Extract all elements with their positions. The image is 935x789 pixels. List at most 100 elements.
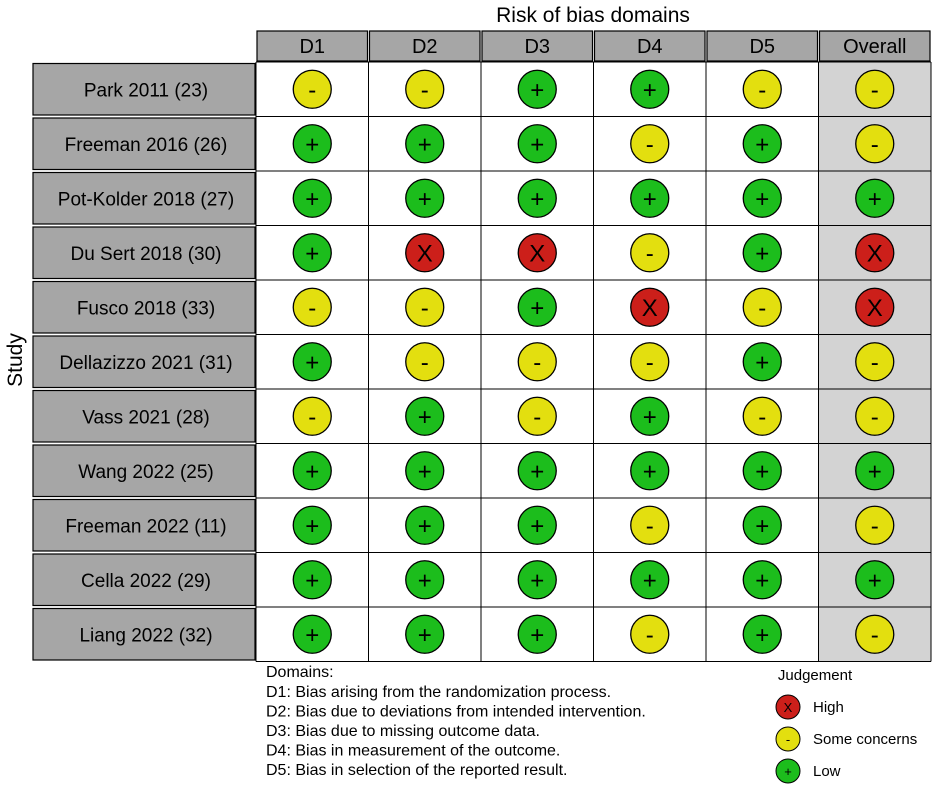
judgement-mark-low: + <box>855 178 895 218</box>
judgement-mark-low: + <box>517 124 557 164</box>
legend-item-some: - Some concerns <box>775 726 917 752</box>
judgement-symbol: + <box>530 458 544 485</box>
judgement-symbol: X <box>867 295 883 322</box>
judgement-symbol: + <box>418 404 432 431</box>
legend-label: High <box>813 699 844 716</box>
judgement-mark-low: + <box>517 69 557 109</box>
judgement-mark-low: + <box>742 614 782 654</box>
judgement-mark-low: + <box>405 124 445 164</box>
judgement-mark-high: X <box>855 233 895 273</box>
judgement-circle <box>405 287 445 327</box>
domains-title: Domains: <box>266 664 334 681</box>
judgement-symbol: - <box>308 404 316 431</box>
judgement-circle <box>630 178 670 218</box>
judgement-circle <box>292 287 332 327</box>
judgement-mark-low: + <box>405 451 445 491</box>
study-label: Freeman 2022 (11) <box>65 516 226 537</box>
judgement-mark-low: + <box>517 614 557 654</box>
judgement-mark-low: + <box>742 451 782 491</box>
judgement-circle <box>517 451 557 491</box>
judgement-circle <box>742 124 782 164</box>
judgement-mark-low: + <box>292 342 332 382</box>
judgement-mark-some: - <box>855 614 895 654</box>
judgement-circle <box>742 69 782 109</box>
judgement-symbol: + <box>305 131 319 158</box>
judgement-circle <box>855 560 895 600</box>
judgement-circle <box>292 342 332 382</box>
judgement-circle <box>855 451 895 491</box>
judgement-symbol: + <box>530 622 544 649</box>
study-label: Dellazizzo 2021 (31) <box>59 353 232 374</box>
column-header-label: D5 <box>749 36 775 58</box>
judgement-symbol: + <box>418 458 432 485</box>
study-label: Cella 2022 (29) <box>81 571 211 592</box>
judgement-circle <box>742 560 782 600</box>
judgement-mark-some: - <box>517 396 557 436</box>
judgement-symbol: + <box>643 186 657 213</box>
column-header-overall <box>818 30 931 62</box>
judgement-symbol: - <box>871 622 879 649</box>
judgement-circle <box>630 69 670 109</box>
judgement-mark-low: + <box>742 178 782 218</box>
judgement-circle <box>405 342 445 382</box>
judgement-symbol: - <box>758 295 766 322</box>
judgement-symbol: - <box>646 349 654 376</box>
judgement-mark-some: - <box>742 69 782 109</box>
judgement-symbol: - <box>871 513 879 540</box>
judgement-circle <box>855 178 895 218</box>
judgement-symbol: + <box>868 567 882 594</box>
judgement-symbol: + <box>305 458 319 485</box>
judgement-symbol: + <box>643 458 657 485</box>
study-label-box <box>32 117 256 171</box>
judgement-circle <box>742 505 782 545</box>
judgement-circle <box>292 233 332 273</box>
judgement-mark-low: + <box>292 451 332 491</box>
column-header-label: D2 <box>412 36 438 58</box>
judgement-circle <box>742 342 782 382</box>
judgement-circle <box>292 124 332 164</box>
study-label: Fusco 2018 (33) <box>77 298 215 319</box>
judgement-circle <box>292 396 332 436</box>
column-header-d1 <box>256 30 369 62</box>
judgement-symbol: + <box>305 240 319 267</box>
judgement-circle <box>630 342 670 382</box>
column-header-d5 <box>706 30 819 62</box>
judgement-mark-low: + <box>292 178 332 218</box>
judgement-symbol: - <box>646 240 654 267</box>
legend-symbol: X <box>784 700 793 715</box>
judgement-circle <box>517 124 557 164</box>
judgement-symbol: - <box>758 77 766 104</box>
judgement-symbol: + <box>755 349 769 376</box>
judgement-circle <box>742 287 782 327</box>
judgement-mark-some: - <box>855 69 895 109</box>
judgement-circle <box>630 451 670 491</box>
legend-title: Judgement <box>778 667 853 684</box>
judgement-mark-low: + <box>292 124 332 164</box>
judgement-symbol: - <box>871 131 879 158</box>
judgement-symbol: - <box>646 513 654 540</box>
judgement-circle <box>630 505 670 545</box>
column-header-d2 <box>368 30 481 62</box>
judgement-mark-high: X <box>630 287 670 327</box>
judgement-mark-some: - <box>292 69 332 109</box>
judgement-mark-low: + <box>517 505 557 545</box>
judgement-symbol: - <box>421 295 429 322</box>
judgement-mark-some: - <box>292 396 332 436</box>
judgement-mark-low: + <box>405 505 445 545</box>
judgement-mark-low: + <box>742 124 782 164</box>
judgement-mark-low: + <box>630 178 670 218</box>
judgement-mark-low: + <box>855 560 895 600</box>
judgement-mark-high: X <box>517 233 557 273</box>
judgement-symbol: + <box>868 186 882 213</box>
judgement-symbol: - <box>871 77 879 104</box>
judgement-mark-low: + <box>405 178 445 218</box>
judgement-legend: X High - Some concerns + Low <box>775 694 917 784</box>
judgement-symbol: - <box>646 622 654 649</box>
judgement-circle <box>855 69 895 109</box>
judgement-circle <box>855 287 895 327</box>
judgement-symbol: - <box>871 404 879 431</box>
study-label-box <box>32 444 256 498</box>
study-label-box <box>32 280 256 334</box>
domain-definition: D5: Bias in selection of the reported re… <box>266 762 568 779</box>
column-header-label: D1 <box>299 36 325 58</box>
